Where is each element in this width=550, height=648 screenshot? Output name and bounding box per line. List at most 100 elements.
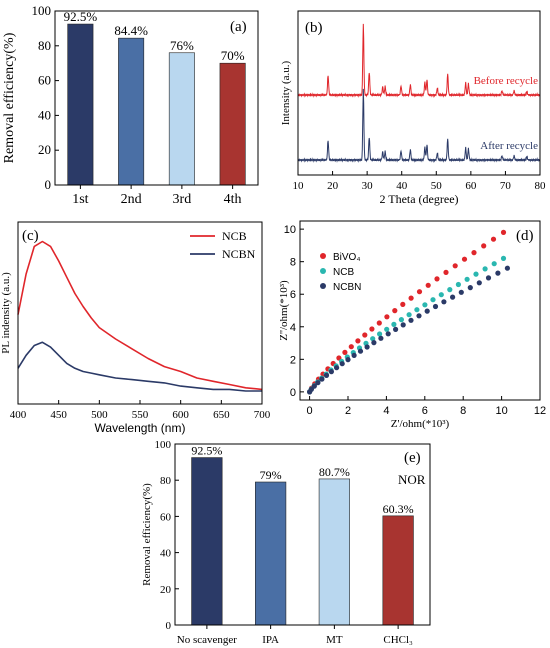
x-tick-label: 600 bbox=[172, 409, 189, 421]
y-tick-label: 60 bbox=[38, 73, 51, 88]
data-point bbox=[334, 365, 340, 371]
bar-1 bbox=[255, 481, 287, 626]
data-point bbox=[491, 261, 497, 267]
x-tick-label: 700 bbox=[254, 409, 271, 421]
x-category-label: IPA bbox=[262, 634, 279, 646]
y-tick-label: 100 bbox=[32, 3, 52, 18]
y-tick-label: 40 bbox=[38, 107, 51, 122]
x-category-label: 2nd bbox=[121, 192, 142, 207]
data-point bbox=[392, 308, 398, 314]
series-label-after: After recycle bbox=[480, 140, 538, 152]
data-point bbox=[458, 289, 464, 295]
y-axis-label: Z''/ohm(*10³) bbox=[278, 280, 290, 341]
data-point bbox=[452, 263, 458, 269]
y-axis-label: Removal efficiency(%) bbox=[141, 483, 153, 586]
panel-d: 0 2 4 6 8 10 12 0 2 4 6 8 10 BiVO₄ NCB NCBN Z''/ohm(*10³… bbox=[278, 224, 546, 430]
y-axis-label: Removal efficiency(%) bbox=[2, 32, 17, 163]
x-tick-label: 550 bbox=[132, 409, 149, 421]
bar-1 bbox=[118, 37, 145, 186]
data-point bbox=[432, 303, 439, 310]
x-tick-label: 0 bbox=[307, 405, 313, 417]
series-line-0 bbox=[17, 240, 263, 391]
data-point bbox=[455, 281, 461, 288]
data-point bbox=[400, 301, 406, 307]
data-point bbox=[345, 357, 351, 363]
data-point bbox=[461, 256, 468, 262]
legend-label: NCBN bbox=[333, 282, 361, 293]
data-point bbox=[464, 276, 470, 282]
legend-marker bbox=[320, 268, 326, 274]
data-point bbox=[467, 285, 473, 291]
panel-e: 0 20 40 60 80 100 92.5% No scavenger 79% IPA 80.7%… bbox=[141, 439, 426, 646]
data-point bbox=[422, 302, 428, 308]
bar-value-label: 84.4% bbox=[114, 23, 148, 38]
x-tick-label: 60 bbox=[465, 180, 477, 192]
legend-label: NCB bbox=[333, 267, 354, 278]
x-tick-label: 6 bbox=[422, 405, 428, 417]
data-point bbox=[495, 270, 501, 276]
bar-2 bbox=[168, 52, 195, 186]
x-category-label: 1st bbox=[72, 192, 88, 207]
legend-label: NCB bbox=[222, 229, 247, 243]
panel-b-frame bbox=[297, 10, 541, 176]
panel-c: 400 450 500 550 600 650 700 NCB NCBN PL indensity… bbox=[0, 228, 271, 435]
x-tick-label: 20 bbox=[327, 180, 339, 192]
data-point bbox=[370, 336, 376, 342]
panel-label: (e) bbox=[404, 450, 421, 466]
panel-annotation: NOR bbox=[398, 472, 426, 487]
data-point bbox=[315, 380, 321, 386]
x-tick-label: 8 bbox=[460, 405, 466, 417]
data-point bbox=[476, 280, 482, 286]
data-point bbox=[371, 340, 377, 346]
data-point bbox=[434, 276, 440, 282]
x-category-label: 3rd bbox=[173, 192, 192, 207]
data-point bbox=[311, 383, 317, 389]
y-tick-label: 80 bbox=[160, 475, 172, 487]
y-axis-label: PL indensity (a.u.) bbox=[0, 272, 12, 354]
data-point bbox=[378, 335, 384, 341]
data-point bbox=[408, 295, 414, 301]
data-point bbox=[355, 338, 361, 344]
data-point bbox=[473, 271, 479, 277]
data-point bbox=[384, 314, 390, 320]
bar-3 bbox=[382, 515, 414, 626]
data-point bbox=[398, 317, 404, 323]
data-point bbox=[377, 331, 383, 337]
y-tick-label: 0 bbox=[45, 177, 52, 192]
bar-2 bbox=[318, 478, 350, 626]
x-tick-label: 80 bbox=[535, 180, 547, 192]
x-tick-label: 650 bbox=[213, 409, 230, 421]
data-point bbox=[447, 287, 453, 293]
data-point bbox=[406, 312, 412, 318]
y-tick-label: 60 bbox=[160, 511, 172, 523]
data-point bbox=[414, 307, 420, 313]
x-axis-label: 2 Theta (degree) bbox=[379, 192, 458, 206]
data-point bbox=[438, 292, 444, 298]
y-tick-label: 100 bbox=[155, 439, 172, 451]
data-point bbox=[364, 344, 370, 350]
bar-value-label: 76% bbox=[170, 38, 194, 53]
panel-a: 0 20 40 60 80 100 92.5% 1st 84.4% 2nd 76% 3rd 70% 4th… bbox=[2, 3, 247, 207]
data-point bbox=[328, 369, 334, 375]
panel-c-frame bbox=[17, 221, 263, 405]
bar-0 bbox=[191, 457, 223, 626]
x-category-label: CHCl₃ bbox=[383, 634, 413, 646]
x-tick-label: 70 bbox=[500, 180, 512, 192]
bar-value-label: 92.5% bbox=[64, 9, 98, 24]
bar-value-label: 60.3% bbox=[383, 502, 414, 516]
y-tick-label: 0 bbox=[290, 387, 296, 399]
data-point bbox=[500, 229, 507, 235]
series-line-0 bbox=[297, 23, 541, 98]
x-tick-label: 450 bbox=[50, 409, 67, 421]
data-point bbox=[376, 320, 382, 326]
series-line-1 bbox=[297, 88, 541, 163]
data-point bbox=[482, 266, 488, 272]
legend-marker bbox=[320, 253, 326, 259]
x-tick-label: 500 bbox=[91, 409, 108, 421]
y-tick-label: 20 bbox=[160, 584, 172, 596]
bar-3 bbox=[219, 62, 246, 186]
legend-label: NCBN bbox=[222, 247, 256, 261]
data-point bbox=[471, 250, 477, 256]
data-point bbox=[424, 308, 430, 314]
data-point bbox=[384, 326, 390, 332]
